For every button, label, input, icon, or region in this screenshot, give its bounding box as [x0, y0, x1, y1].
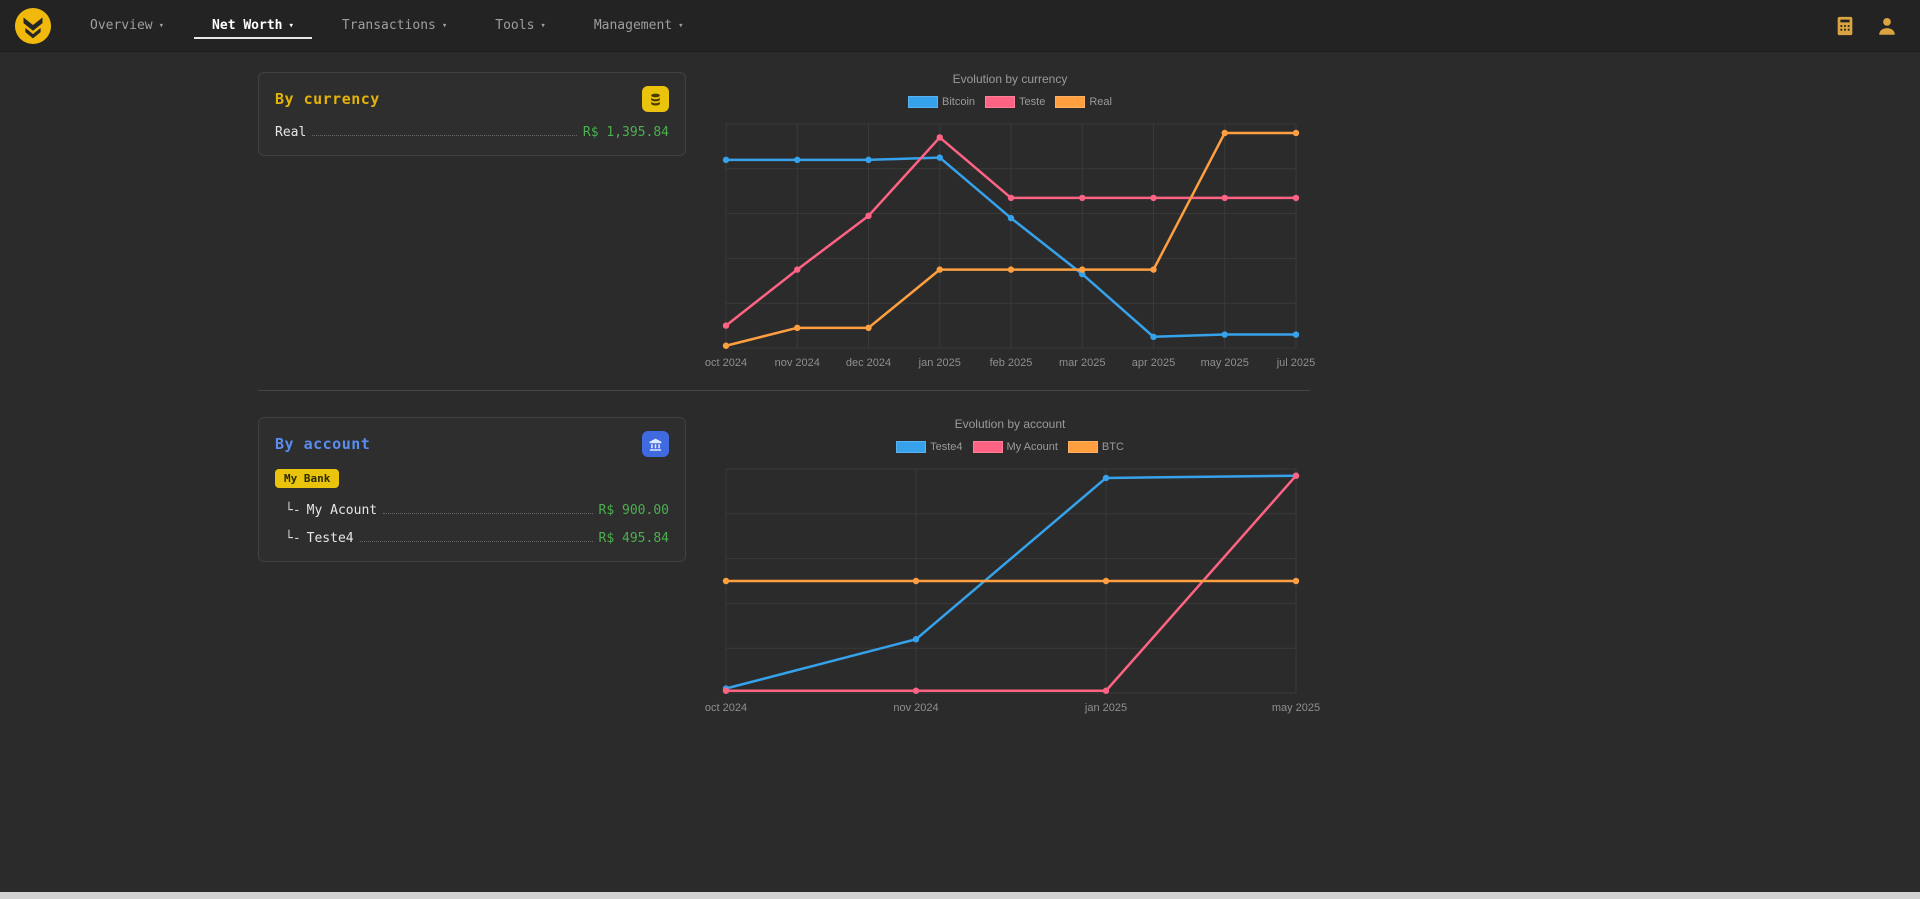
by-currency-card: By currency Real R$ 1,395.84 — [258, 72, 686, 156]
account-value: R$ 495.84 — [598, 531, 669, 546]
account-value: R$ 900.00 — [598, 503, 669, 518]
nav-item-label: Overview — [90, 18, 153, 33]
legend-label: Real — [1089, 96, 1112, 108]
calculator-icon[interactable] — [1834, 15, 1856, 37]
account-bank-button[interactable] — [642, 431, 669, 457]
bank-icon — [649, 438, 662, 451]
chevron-down-icon: ▾ — [441, 20, 448, 31]
top-navbar: Overview ▾ Net Worth ▾ Transactions ▾ To… — [0, 0, 1920, 52]
legend-color-box — [1067, 441, 1098, 453]
legend-label: Teste — [1019, 96, 1046, 108]
nav-item-label: Transactions — [341, 18, 436, 33]
legend-label: Teste4 — [930, 441, 963, 453]
chart-title: Evolution by currency — [952, 72, 1068, 86]
svg-text:jan 2025: jan 2025 — [918, 357, 961, 369]
dotted-leader — [359, 541, 593, 542]
chevron-down-icon: ▾ — [540, 20, 546, 31]
dotted-leader — [312, 135, 577, 136]
main-content: By currency Real R$ 1,395.84 — [0, 52, 1320, 719]
nav-item-overview[interactable]: Overview ▾ — [72, 12, 182, 39]
svg-text:nov 2024: nov 2024 — [893, 702, 938, 714]
legend-color-box — [985, 96, 1016, 108]
app-logo-icon[interactable] — [14, 7, 52, 45]
nav-item-net-worth[interactable]: Net Worth ▾ — [194, 12, 312, 39]
svg-text:jul 2025: jul 2025 — [1276, 357, 1316, 369]
currency-coins-button[interactable] — [642, 86, 669, 112]
legend-item-teste[interactable]: Teste — [985, 96, 1045, 108]
legend-color-box — [1055, 96, 1086, 108]
evolution-by-currency-chart[interactable]: oct 2024 nov 2024 dec 2024 jan 2025 feb 2025… — [705, 116, 1315, 374]
chart-title: Evolution by account — [954, 417, 1066, 431]
user-profile-icon[interactable] — [1876, 15, 1898, 37]
svg-text:jan 2025: jan 2025 — [1084, 702, 1127, 714]
section-by-currency: By currency Real R$ 1,395.84 — [258, 72, 1320, 374]
legend-item-real[interactable]: Real — [1055, 96, 1112, 108]
currency-row-real: Real R$ 1,395.84 — [275, 125, 669, 140]
account-row-my-acount: └- My Acount R$ 900.00 — [275, 503, 669, 518]
by-account-card-title: By account — [275, 435, 371, 453]
tree-branch-icon: └- — [285, 531, 301, 546]
nav-item-management[interactable]: Management ▾ — [576, 12, 702, 39]
svg-text:oct 2024: oct 2024 — [705, 702, 747, 714]
legend-item-my-acount[interactable]: My Acount — [972, 441, 1058, 453]
legend-item-btc[interactable]: BTC — [1067, 441, 1124, 453]
section-by-account: By account My Bank └- My Acount R$ 900.0… — [258, 417, 1320, 719]
svg-text:oct 2024: oct 2024 — [705, 357, 747, 369]
svg-text:mar 2025: mar 2025 — [1059, 357, 1105, 369]
svg-text:apr 2025: apr 2025 — [1132, 357, 1175, 369]
evolution-by-account-chart-block: Evolution by account Teste4 My Acount BTC … — [705, 417, 1320, 719]
currency-value: R$ 1,395.84 — [582, 125, 669, 140]
legend-item-bitcoin[interactable]: Bitcoin — [908, 96, 975, 108]
chevron-down-icon: ▾ — [678, 20, 684, 31]
legend-color-box — [896, 441, 927, 453]
nav-item-transactions[interactable]: Transactions ▾ — [324, 12, 465, 39]
account-label: My Acount — [306, 503, 378, 518]
chevron-down-icon: ▾ — [158, 20, 165, 31]
legend-color-box — [972, 441, 1003, 453]
coins-stack-icon — [651, 93, 660, 105]
legend-label: BTC — [1101, 441, 1124, 453]
chart-legend: Teste4 My Acount BTC — [710, 441, 1310, 453]
svg-text:dec 2024: dec 2024 — [846, 357, 891, 369]
currency-label: Real — [275, 125, 307, 140]
main-nav: Overview ▾ Net Worth ▾ Transactions ▾ To… — [72, 0, 714, 51]
account-label: Teste4 — [306, 531, 354, 546]
account-group-badge[interactable]: My Bank — [275, 469, 340, 488]
dotted-leader — [383, 513, 593, 514]
chart-legend: Bitcoin Teste Real — [710, 96, 1310, 108]
evolution-by-account-chart[interactable]: oct 2024 nov 2024 jan 2025 may 2025 — [705, 461, 1320, 719]
svg-text:may 2025: may 2025 — [1201, 357, 1249, 369]
by-account-card: By account My Bank └- My Acount R$ 900.0… — [258, 417, 686, 562]
nav-item-label: Management — [593, 18, 673, 33]
legend-item-teste4[interactable]: Teste4 — [896, 441, 963, 453]
nav-item-label: Tools — [495, 18, 535, 33]
account-row-teste4: └- Teste4 R$ 495.84 — [275, 531, 669, 546]
legend-label: Bitcoin — [942, 96, 976, 108]
section-divider — [258, 390, 1310, 391]
svg-text:feb 2025: feb 2025 — [990, 357, 1033, 369]
chevron-down-icon: ▾ — [288, 20, 294, 31]
evolution-by-currency-chart-block: Evolution by currency Bitcoin Teste Real o… — [705, 72, 1315, 374]
horizontal-scrollbar[interactable] — [0, 892, 1920, 899]
nav-item-label: Net Worth — [212, 18, 283, 33]
by-currency-card-title: By currency — [275, 90, 380, 108]
svg-text:may 2025: may 2025 — [1272, 702, 1320, 714]
tree-branch-icon: └- — [285, 503, 301, 518]
nav-item-tools[interactable]: Tools ▾ — [477, 12, 564, 39]
legend-label: My Acount — [1006, 441, 1058, 453]
legend-color-box — [908, 96, 939, 108]
navbar-right — [1834, 15, 1906, 37]
svg-text:nov 2024: nov 2024 — [775, 357, 820, 369]
